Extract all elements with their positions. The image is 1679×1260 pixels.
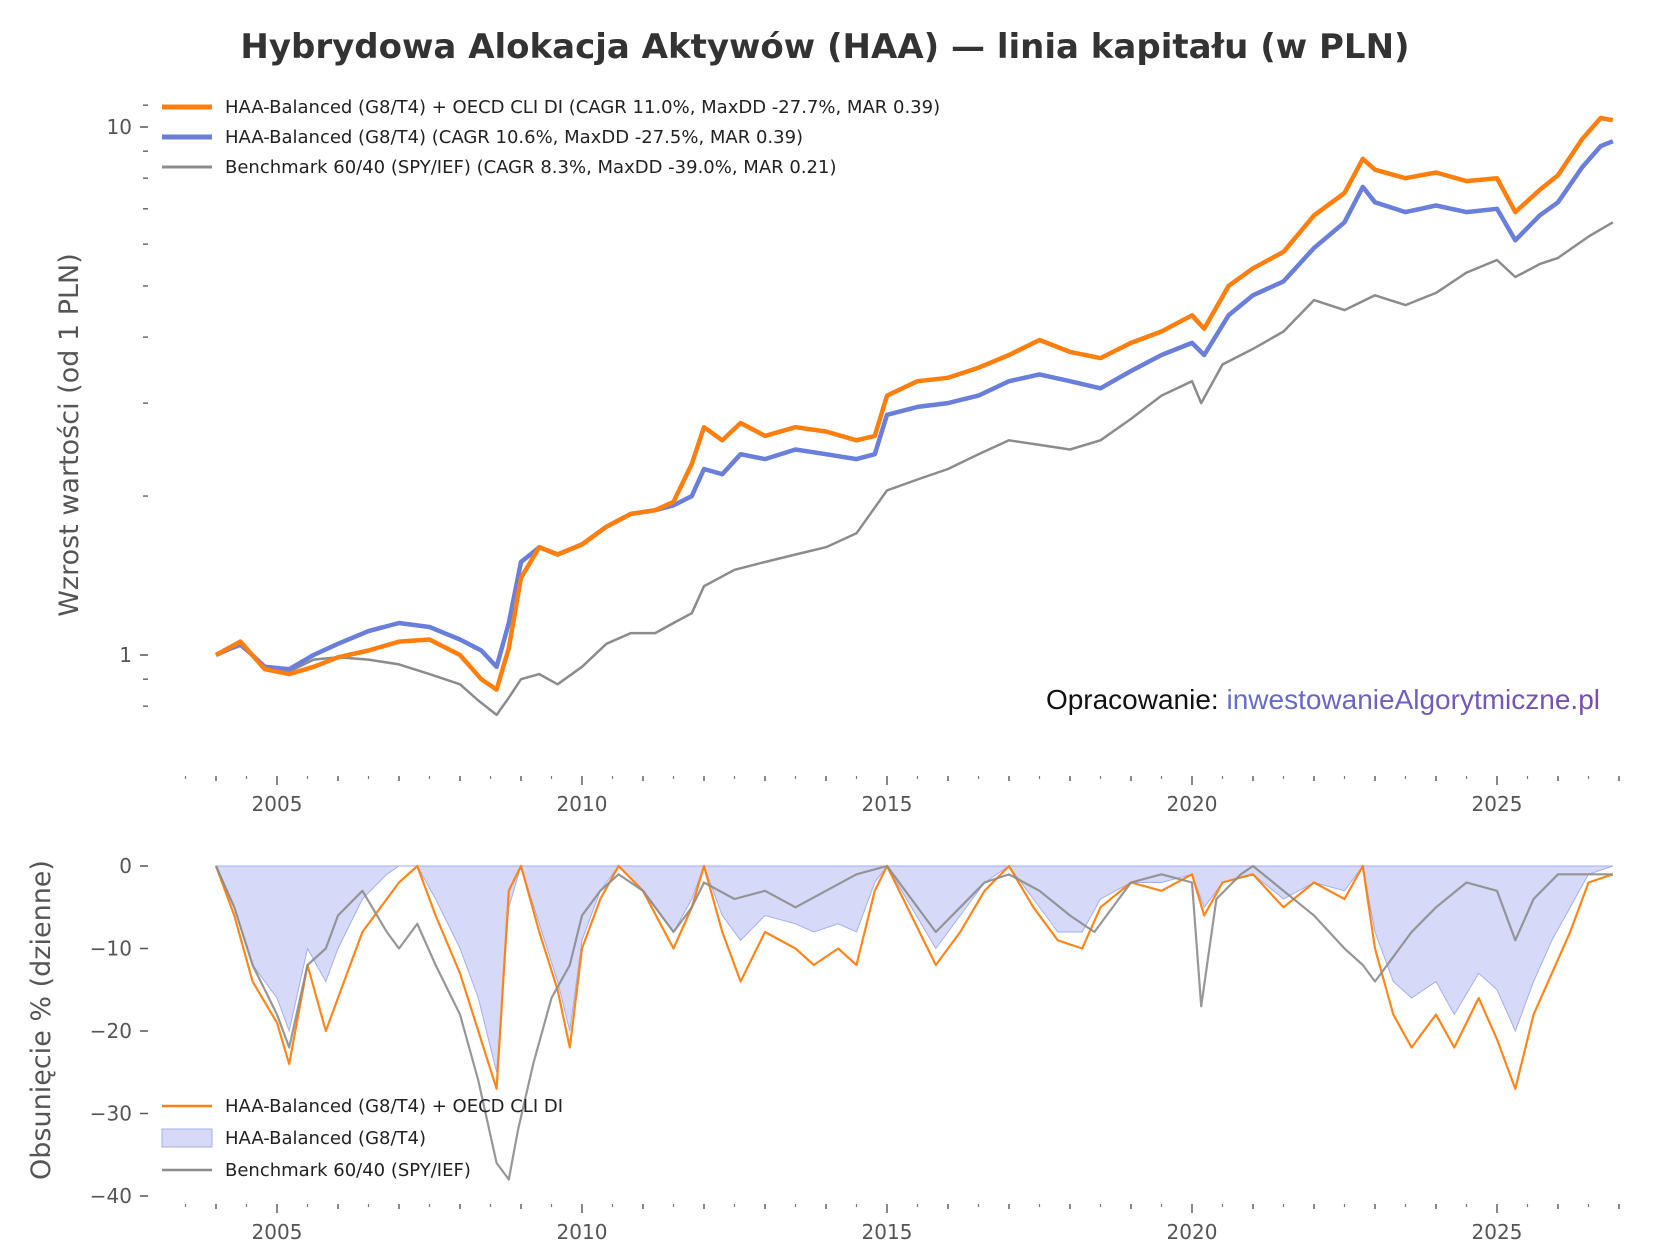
drawdown-line-0 — [214, 864, 1614, 1090]
credit-prefix: Opracowanie: — [1046, 684, 1227, 715]
x-tick-label: 2005 — [252, 1220, 303, 1244]
legend-label: HAA-Balanced (G8/T4) — [225, 1128, 426, 1149]
y-tick-label: −20 — [90, 1019, 132, 1043]
x-tick-label: 2020 — [1167, 792, 1218, 816]
drawdown-line-2 — [214, 864, 1613, 1181]
x-tick-label: 2010 — [557, 792, 608, 816]
equity-legend: HAA-Balanced (G8/T4) + OECD CLI DI (CAGR… — [162, 97, 940, 178]
credit-site: inwestowanieAlgorytmiczne.pl — [1226, 684, 1600, 715]
x-tick-label: 2015 — [862, 792, 913, 816]
drawdown-series — [214, 864, 1614, 1181]
equity-y-ticks: 1 10 — [107, 104, 148, 707]
legend-label: HAA-Balanced (G8/T4) (CAGR 10.6%, MaxDD … — [225, 127, 803, 148]
legend-label: HAA-Balanced (G8/T4) + OECD CLI DI — [225, 1096, 563, 1117]
legend-swatch — [161, 1128, 213, 1148]
y-tick-label: 1 — [119, 643, 132, 667]
equity-line-1 — [215, 139, 1614, 672]
drawdown-legend: HAA-Balanced (G8/T4) + OECD CLI DI HAA-Ba… — [161, 1096, 563, 1181]
equity-x-ticks: 2005 2010 2015 2020 2025 — [184, 776, 1620, 816]
y-tick-label: −10 — [90, 937, 132, 961]
chart-title: Hybrydowa Alokacja Aktywów (HAA) — linia… — [240, 27, 1409, 67]
equity-line-2 — [215, 221, 1614, 717]
x-tick-label: 2010 — [557, 1220, 608, 1244]
drawdown-y-axis-label: Obsunięcie % (dzienne) — [26, 860, 57, 1180]
legend-label: Benchmark 60/40 (SPY/IEF) — [225, 1160, 471, 1181]
x-tick-label: 2005 — [252, 792, 303, 816]
y-tick-label: 0 — [119, 854, 132, 878]
equity-panel: Wzrost wartości (od 1 PLN) 110 2005 2010 2… — [54, 97, 1620, 816]
legend-label: Benchmark 60/40 (SPY/IEF) (CAGR 8.3%, Ma… — [225, 157, 836, 178]
drawdown-y-ticks: 0 −10 −20 −30 −40 — [90, 854, 148, 1208]
x-tick-label: 2025 — [1472, 1220, 1523, 1244]
credit-note: Opracowanie: inwestowanieAlgorytmiczne.p… — [1046, 684, 1600, 715]
x-tick-label: 2025 — [1472, 792, 1523, 816]
y-tick-label: 10 — [107, 115, 132, 139]
equity-line-0 — [214, 115, 1614, 692]
drawdown-area-haa — [215, 864, 1614, 1073]
x-tick-label: 2015 — [862, 1220, 913, 1244]
equity-y-axis-label: Wzrost wartości (od 1 PLN) — [54, 253, 85, 617]
drawdown-x-ticks: 2005 2010 2015 2020 2025 — [184, 1204, 1620, 1244]
drawdown-panel: Obsunięcie % (dzienne) 0 −10 −20 −30 −40 200… — [26, 854, 1620, 1244]
y-tick-label: −30 — [90, 1102, 132, 1126]
x-tick-label: 2020 — [1167, 1220, 1218, 1244]
legend-label: HAA-Balanced (G8/T4) + OECD CLI DI (CAGR… — [225, 97, 940, 118]
y-tick-label: −40 — [90, 1184, 132, 1208]
equity-series — [214, 115, 1614, 717]
